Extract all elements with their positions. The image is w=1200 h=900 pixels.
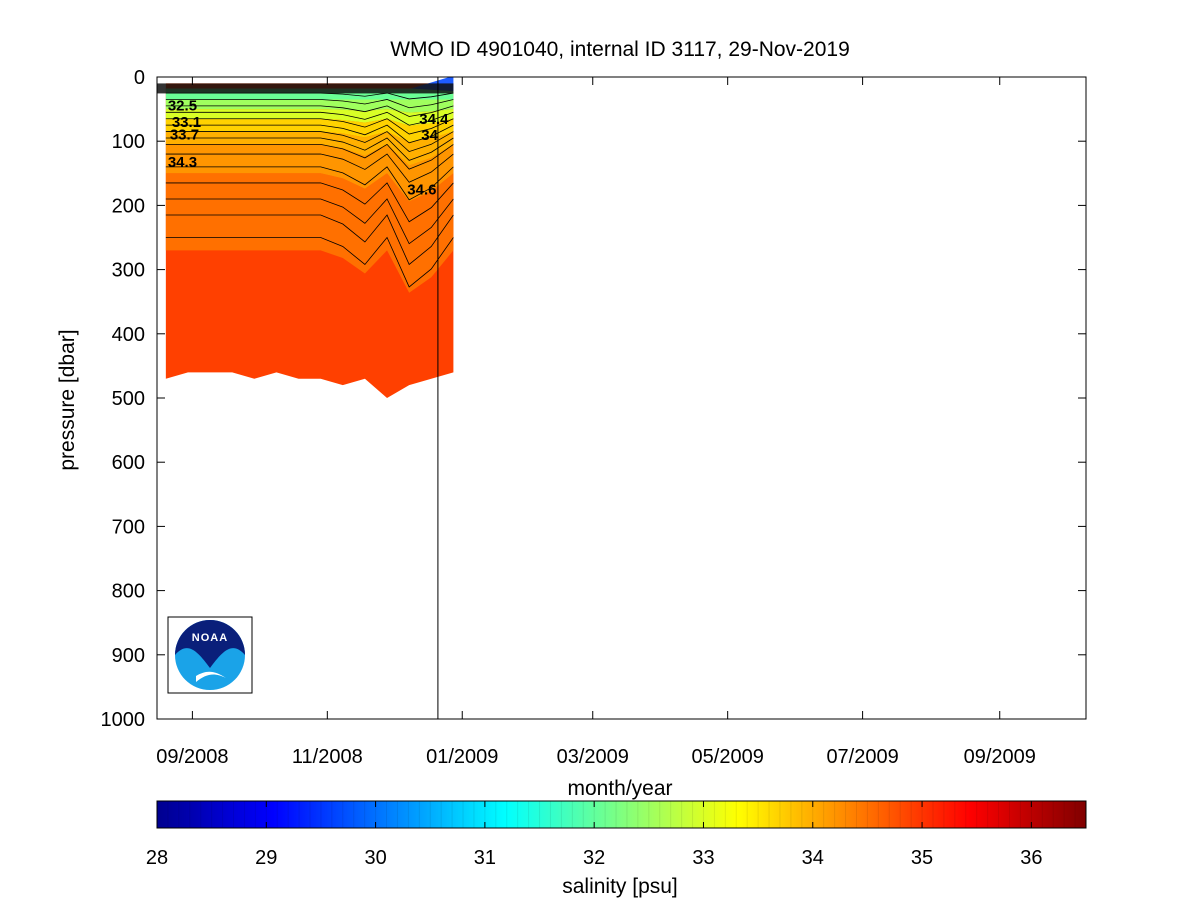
y-tick-label: 400	[112, 324, 145, 346]
y-tick-label: 500	[112, 388, 145, 410]
contour-line	[165, 166, 454, 201]
contour-label-6: 34.6	[407, 181, 436, 198]
x-axis: 09/2008 11/2008 01/2009 03/2009 05/2009 07/20…	[156, 77, 1036, 768]
contour-line	[165, 124, 454, 144]
colorbar: 28 29 30 31 32 33 34 35 36	[146, 800, 1087, 869]
x-axis-label: month/year	[567, 777, 672, 800]
y-tick-label: 200	[112, 195, 145, 217]
contour-line	[165, 182, 454, 223]
contour-label-3: 34.3	[168, 154, 197, 171]
colorbar-tick-label: 28	[146, 847, 168, 869]
contour-line	[165, 105, 454, 117]
contour-line	[165, 153, 454, 183]
noaa-logo: NOAA	[167, 616, 253, 694]
colorbar-tick-label: 33	[692, 847, 714, 869]
contour-label-1: 33.1	[172, 114, 201, 131]
x-tick-label: 01/2009	[426, 746, 498, 768]
y-tick-label: 800	[112, 581, 145, 603]
contour-line	[165, 214, 454, 266]
y-tick-label: 0	[134, 67, 145, 89]
y-tick-label: 600	[112, 452, 145, 474]
chart-title: WMO ID 4901040, internal ID 3117, 29-Nov…	[390, 38, 850, 61]
colorbar-tick-label: 36	[1020, 847, 1042, 869]
colorbar-tick-label: 29	[255, 847, 277, 869]
y-tick-label: 300	[112, 260, 145, 282]
contour-label-4: 34	[421, 127, 438, 144]
colorbar-tick-label: 35	[911, 847, 933, 869]
colorbar-tick-label: 31	[474, 847, 496, 869]
contour-label-2: 33.7	[170, 126, 199, 143]
x-tick-label: 11/2008	[292, 746, 363, 768]
x-tick-label: 05/2009	[692, 746, 764, 768]
salinity-band-3	[165, 118, 454, 143]
y-axis-label: pressure [dbar]	[56, 329, 79, 470]
x-tick-label: 09/2008	[156, 746, 228, 768]
colorbar-tick-label: 34	[802, 847, 824, 869]
y-tick-label: 1000	[101, 709, 146, 731]
contour-line	[165, 99, 454, 109]
contour-line	[165, 137, 454, 161]
contour-line	[165, 236, 454, 288]
contour-line	[165, 143, 454, 170]
y-tick-label: 100	[112, 131, 145, 153]
contour-line	[165, 198, 454, 245]
y-tick-label: 700	[112, 516, 145, 538]
colorbar-tick-label: 30	[364, 847, 386, 869]
y-tick-label: 900	[112, 645, 145, 667]
contour-line	[165, 111, 454, 126]
x-tick-label: 07/2009	[826, 746, 898, 768]
contour-label-5: 34.4	[419, 111, 449, 128]
colorbar-label: salinity [psu]	[562, 875, 678, 898]
colorbar-ticks: 28 29 30 31 32 33 34 35 36	[146, 801, 1076, 869]
x-tick-label: 03/2009	[557, 746, 629, 768]
x-tick-label: 09/2009	[964, 746, 1036, 768]
contour-line	[165, 118, 454, 135]
salinity-band-1	[165, 144, 454, 202]
contour-line	[165, 131, 454, 153]
salinity-band-0	[165, 173, 454, 293]
svg-text:NOAA: NOAA	[192, 632, 228, 644]
contour-label-0: 32.5	[168, 97, 197, 114]
y-axis: 0 100 200 300 400 500 600 700 800 900 1000	[101, 67, 1086, 731]
salinity-band-2	[165, 131, 454, 166]
salinity-band-4	[165, 109, 454, 126]
colorbar-tick-label: 32	[583, 847, 605, 869]
surface-contour-cluster	[157, 83, 454, 94]
